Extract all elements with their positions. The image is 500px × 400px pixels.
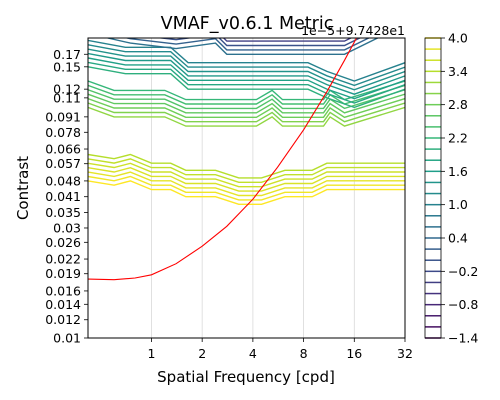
plot-frame bbox=[87, 37, 406, 339]
x-tick-label: 16 bbox=[346, 346, 362, 361]
contour-line-band3-1 bbox=[124, 38, 371, 51]
threshold-curve bbox=[88, 38, 357, 281]
x-tick-label: 2 bbox=[198, 346, 206, 361]
contour-line-band2-3 bbox=[88, 52, 405, 95]
contour-line-band2-2 bbox=[88, 57, 405, 100]
colorbar-tick-label: 3.4 bbox=[448, 64, 468, 79]
threshold-curve-layer bbox=[88, 38, 357, 281]
y-tick-label: 0.17 bbox=[53, 47, 81, 62]
y-tick-label: 0.03 bbox=[53, 220, 81, 235]
y-tick-label: 0.12 bbox=[53, 82, 81, 97]
y-tick-label: 0.15 bbox=[53, 59, 81, 74]
y-tick-label: 0.091 bbox=[45, 109, 81, 124]
contour-line-band3-2 bbox=[155, 38, 362, 47]
colorbar-tick-label: 1.0 bbox=[448, 197, 468, 212]
contour-line-band0-6 bbox=[88, 153, 405, 179]
contour-line-band0-5 bbox=[88, 158, 405, 184]
contour-line-band0-4 bbox=[88, 162, 405, 188]
y-tick-label: 0.041 bbox=[45, 189, 81, 204]
y-tick-label: 0.078 bbox=[45, 125, 81, 140]
y-tick-label: 0.01 bbox=[53, 331, 81, 346]
contour-line-band1-1 bbox=[88, 102, 405, 123]
y-tick-label: 0.035 bbox=[45, 205, 81, 220]
colorbar-tick-label: 1.6 bbox=[448, 164, 468, 179]
colorbar-tick-label: 2.8 bbox=[448, 97, 468, 112]
x-tick-label: 4 bbox=[249, 346, 257, 361]
x-tick-label: 8 bbox=[300, 346, 308, 361]
contour-line-band2-0 bbox=[88, 66, 405, 109]
colorbar-tick-label: 0.4 bbox=[448, 231, 468, 246]
x-tick-label: 1 bbox=[147, 346, 155, 361]
colorbar-tick-label: 2.2 bbox=[448, 131, 468, 146]
y-tick-label: 0.022 bbox=[45, 252, 81, 267]
y-tick-label: 0.11 bbox=[53, 90, 81, 105]
x-tick-label: 32 bbox=[397, 346, 413, 361]
colorbar-tick-label: −1.4 bbox=[448, 331, 478, 346]
contour-line-band1-0 bbox=[88, 106, 405, 127]
y-axis-label: Contrast bbox=[14, 156, 32, 220]
colorbar-offset-label: 1e−5+9.7428e1 bbox=[301, 23, 405, 38]
colorbar: −1.4 −0.8 −0.2 0.4 1.0 1.6 2.2 2.8 3.4 4.0 bbox=[424, 31, 478, 346]
y-tick-label: 0.048 bbox=[45, 173, 81, 188]
y-tick-label: 0.019 bbox=[45, 266, 81, 281]
contour-lines bbox=[88, 38, 405, 206]
colorbar-background bbox=[425, 38, 441, 338]
colorbar-tick-label: 4.0 bbox=[448, 31, 468, 46]
x-axis-label: Spatial Frequency [cpd] bbox=[157, 368, 335, 386]
contour-line-band3-0 bbox=[107, 38, 378, 55]
colorbar-tick-label: −0.8 bbox=[448, 297, 478, 312]
contour-line-band2-1 bbox=[88, 61, 405, 104]
y-tick-label: 0.066 bbox=[45, 142, 81, 157]
colorbar-tick-label: −0.2 bbox=[448, 264, 478, 279]
y-tick-label: 0.014 bbox=[45, 297, 81, 312]
y-tick-label: 0.012 bbox=[45, 312, 81, 327]
colorbar-frame bbox=[424, 37, 442, 339]
y-tick-label: 0.057 bbox=[45, 156, 81, 171]
contour-line-band1-3 bbox=[88, 93, 405, 114]
contour-line-band0-1 bbox=[88, 175, 405, 201]
x-axis: 1 2 4 8 16 32 bbox=[147, 338, 413, 361]
contour-line-band1-2 bbox=[88, 97, 405, 119]
contour-line-band2-4 bbox=[88, 48, 405, 91]
y-tick-label: 0.026 bbox=[45, 235, 81, 250]
contour-line-band0-3 bbox=[88, 166, 405, 192]
contour-line-band2-5 bbox=[88, 44, 405, 87]
contour-line-band0-2 bbox=[88, 171, 405, 197]
contour-line-band2-6 bbox=[88, 39, 405, 82]
y-axis: 0.010.0120.0140.0160.0190.0220.0260.030.… bbox=[45, 47, 88, 346]
contour-line-band3-3 bbox=[222, 38, 353, 42]
contour-line-band0-0 bbox=[88, 180, 405, 206]
y-tick-label: 0.016 bbox=[45, 283, 81, 298]
chart-title: VMAF_v0.6.1 Metric bbox=[161, 14, 334, 34]
